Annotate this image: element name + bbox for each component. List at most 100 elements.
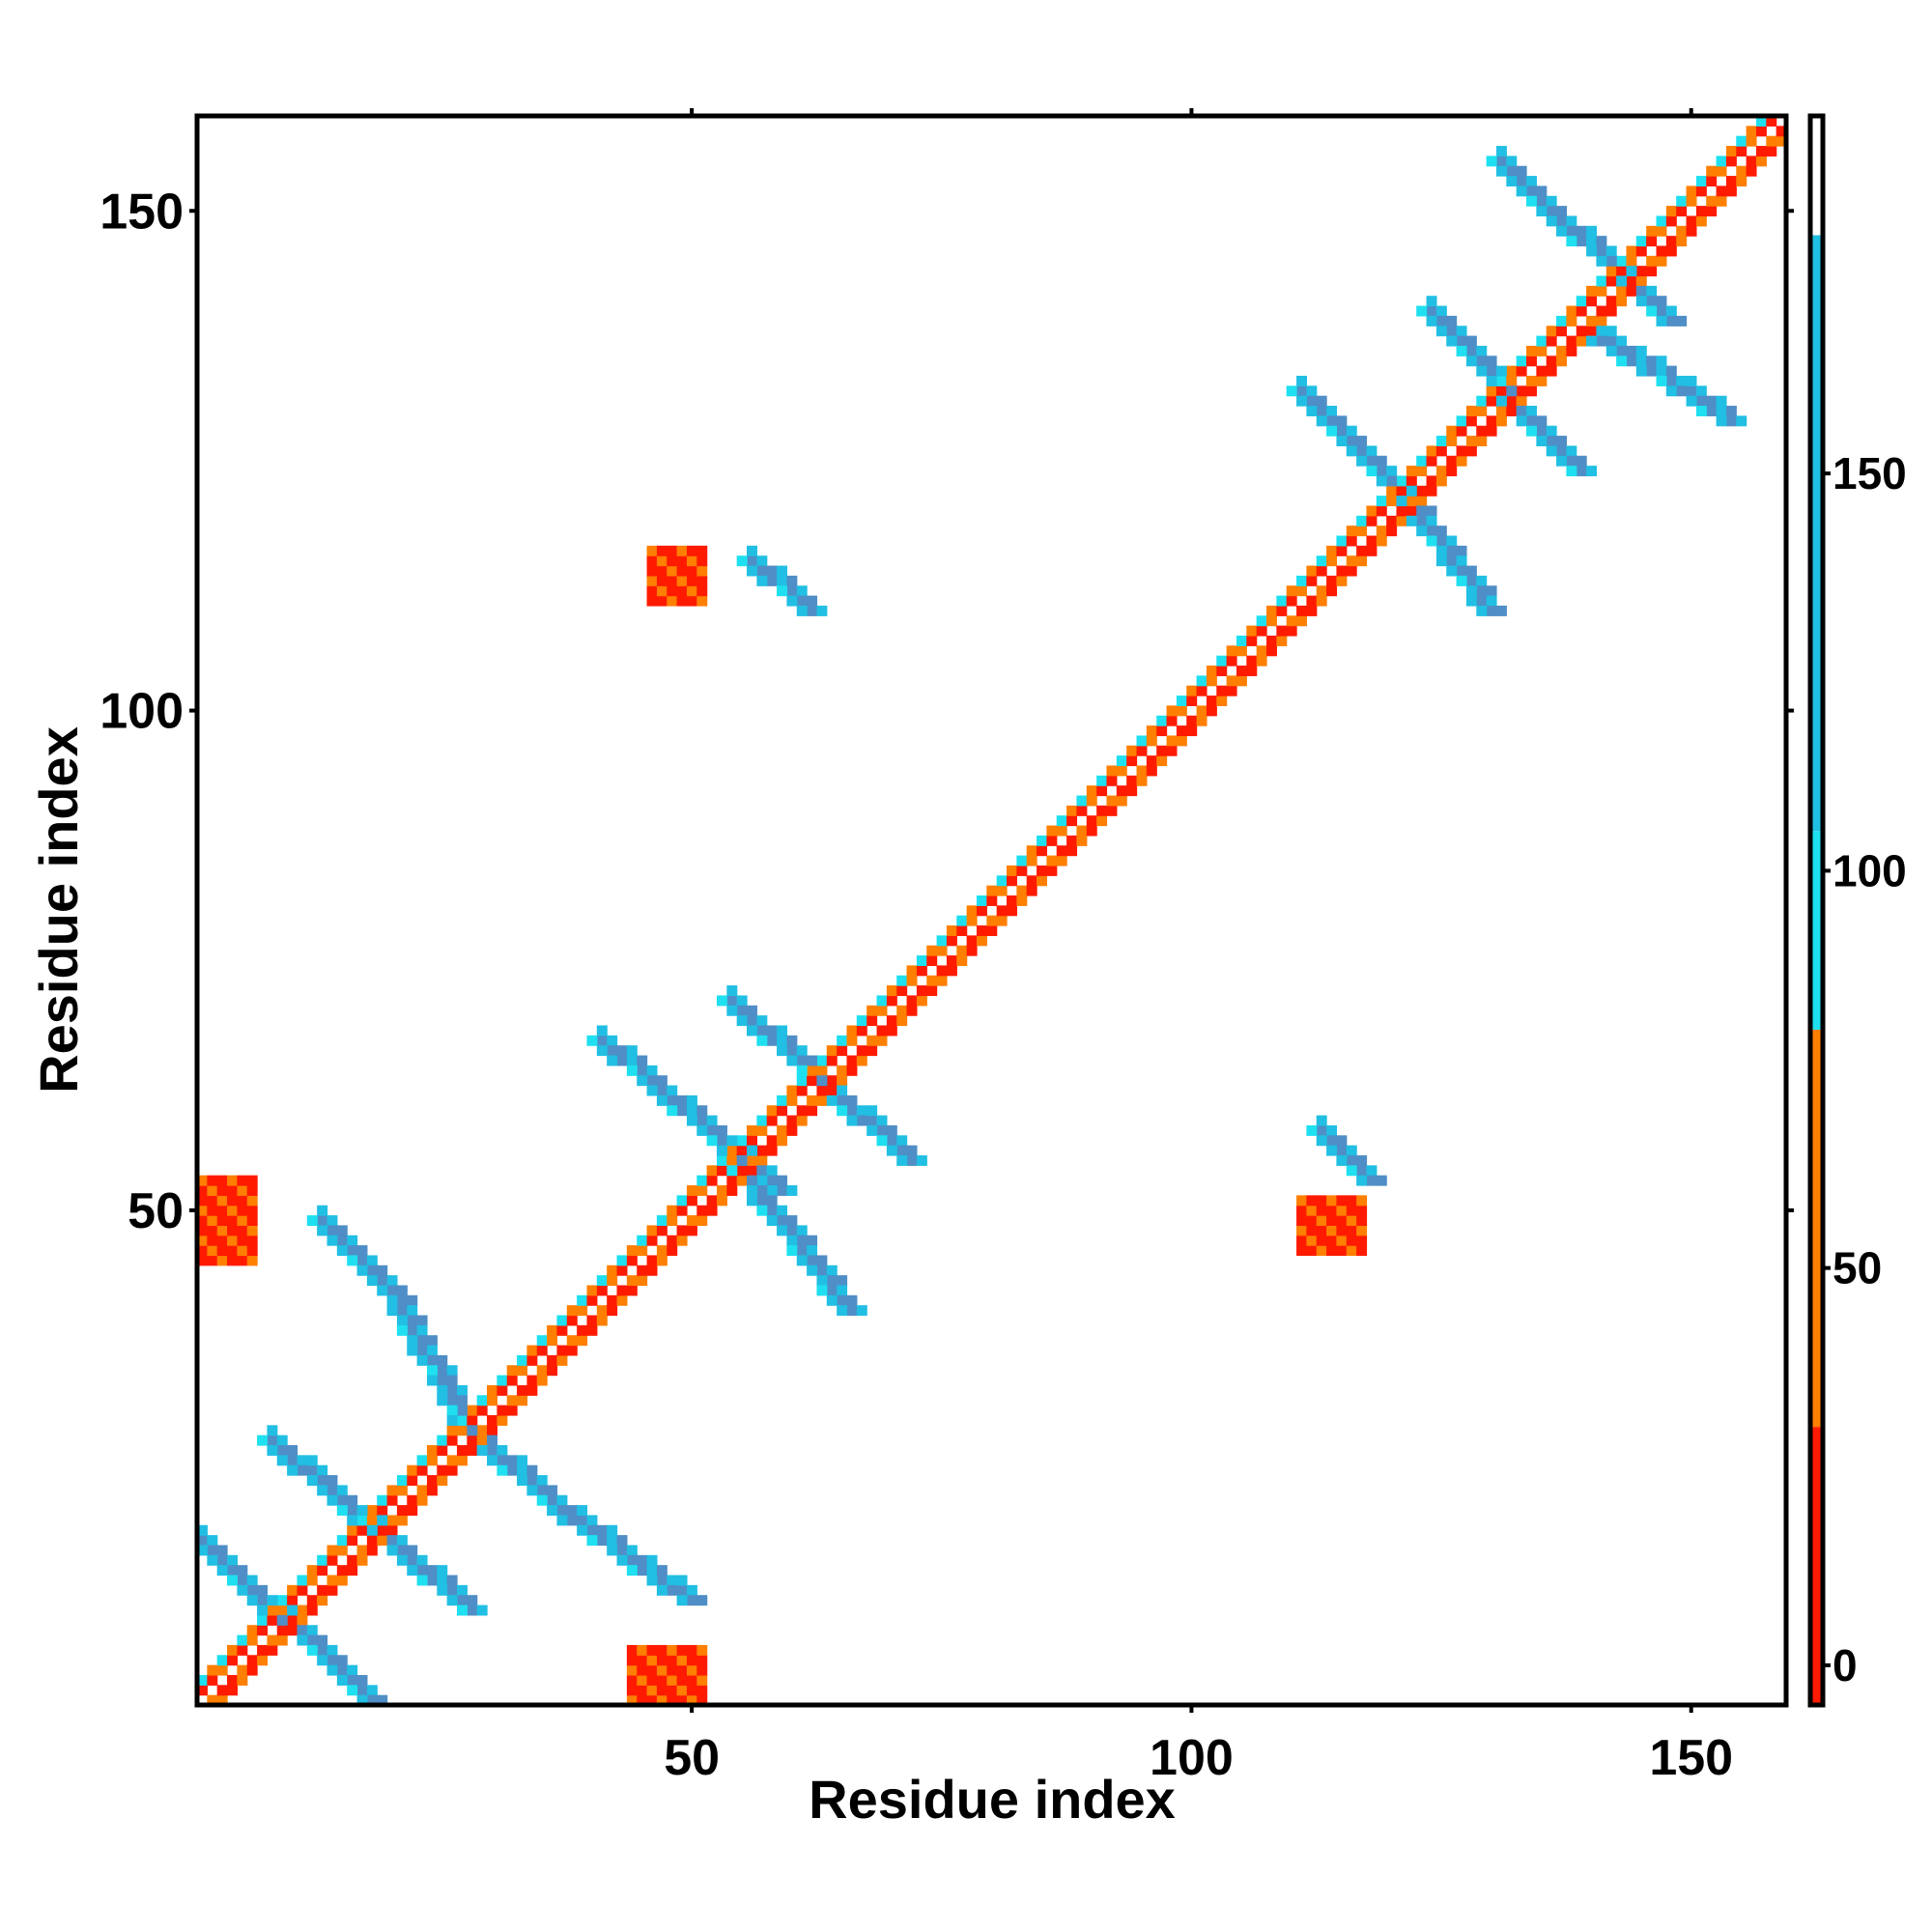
contact-cell xyxy=(1646,266,1658,277)
contact-cell xyxy=(816,1075,828,1087)
contact-cell xyxy=(1456,555,1467,567)
contact-cell xyxy=(287,1605,298,1616)
contact-cell xyxy=(816,1264,828,1276)
contact-cell xyxy=(1366,505,1378,517)
contact-cell xyxy=(766,1175,778,1186)
contact-cell xyxy=(1566,466,1577,477)
contact-cell xyxy=(646,1575,658,1586)
contact-cell xyxy=(1695,206,1707,217)
contact-cell xyxy=(577,1335,588,1347)
contact-cell xyxy=(1376,496,1387,507)
contact-cell xyxy=(1146,755,1157,767)
contact-cell xyxy=(487,1445,497,1456)
contact-cell xyxy=(626,1685,638,1696)
contact-cell xyxy=(676,585,688,597)
contact-cell xyxy=(306,1565,318,1577)
contact-cell xyxy=(607,1524,618,1536)
contact-cell xyxy=(1776,126,1787,137)
contact-cell xyxy=(656,1644,668,1656)
contact-cell xyxy=(1306,395,1318,407)
contact-cell xyxy=(706,1135,718,1147)
contact-cell xyxy=(786,1115,798,1126)
contact-cell xyxy=(297,1455,308,1466)
contact-cell xyxy=(1286,385,1297,397)
contact-cell xyxy=(1526,185,1537,197)
contact-cell xyxy=(1106,795,1118,807)
contact-cell xyxy=(1456,575,1467,586)
contact-cell xyxy=(896,1005,908,1016)
contact-cell xyxy=(667,1664,678,1676)
contact-cell xyxy=(1306,565,1318,577)
contact-cell xyxy=(297,1625,308,1636)
contact-cell xyxy=(766,575,778,586)
contact-cell xyxy=(1736,135,1747,147)
contact-cell xyxy=(1356,545,1368,556)
contact-cell xyxy=(586,1315,598,1326)
contact-cell xyxy=(207,1694,218,1706)
contact-cell xyxy=(777,1135,788,1147)
contact-cell xyxy=(1316,565,1327,577)
contact-cell xyxy=(756,1145,768,1156)
y-tick-label: 100 xyxy=(99,684,184,740)
contact-cell xyxy=(676,1225,688,1236)
contact-cell xyxy=(686,1685,697,1696)
contact-cell xyxy=(726,1005,738,1016)
contact-cell xyxy=(1236,666,1247,676)
contact-cell xyxy=(1296,1235,1307,1246)
contact-cell xyxy=(667,1694,678,1706)
contact-cell xyxy=(1256,645,1267,657)
contact-cell xyxy=(306,1475,318,1486)
contact-cell xyxy=(1605,266,1617,277)
contact-cell xyxy=(356,1245,368,1257)
contact-cell xyxy=(556,1354,568,1366)
contact-cell xyxy=(656,1565,668,1577)
contact-cell xyxy=(216,1685,228,1696)
contact-cell xyxy=(616,1285,628,1296)
contact-cell xyxy=(1566,315,1577,327)
contact-cell xyxy=(1706,406,1718,416)
contact-cell xyxy=(1037,835,1048,846)
contact-cell xyxy=(1336,565,1348,577)
contact-cell xyxy=(306,1575,318,1586)
contact-cell xyxy=(706,1175,718,1186)
contact-cell xyxy=(646,1694,658,1706)
contact-cell xyxy=(416,1315,428,1326)
contact-cell xyxy=(626,1255,638,1266)
contact-cell xyxy=(246,1185,258,1196)
contact-cell xyxy=(547,1494,558,1506)
contact-cell xyxy=(476,1605,488,1616)
contact-cell xyxy=(1725,185,1737,197)
contact-cell xyxy=(1346,1245,1357,1257)
contact-cell xyxy=(227,1195,238,1207)
contact-cell xyxy=(1037,845,1048,857)
contact-cell xyxy=(1736,146,1747,156)
contact-cell xyxy=(686,1664,697,1676)
contact-cell xyxy=(1596,315,1607,327)
contact-cell xyxy=(257,1595,269,1606)
contact-cell xyxy=(616,1045,628,1057)
x-tick-label: 150 xyxy=(1649,1730,1733,1786)
contact-cell xyxy=(1326,1205,1338,1216)
contact-cell xyxy=(1216,655,1228,667)
contact-cell xyxy=(626,1045,638,1057)
contact-cell xyxy=(756,1124,768,1136)
contact-cell xyxy=(237,1674,248,1686)
contact-cell xyxy=(456,1384,468,1396)
contact-cell xyxy=(1476,365,1488,377)
contact-cell xyxy=(216,1205,228,1216)
contact-cell xyxy=(1336,1205,1348,1216)
contact-cell xyxy=(327,1545,338,1556)
contact-cell xyxy=(1435,535,1447,547)
contact-cell xyxy=(586,1535,598,1547)
contact-cell xyxy=(656,545,668,556)
contact-cell xyxy=(756,1025,768,1037)
contact-cell xyxy=(1306,406,1318,416)
contact-cell xyxy=(317,1644,328,1656)
contact-cell xyxy=(956,925,968,936)
contact-cell xyxy=(1316,406,1327,416)
contact-cell xyxy=(1406,466,1417,477)
contact-cell xyxy=(497,1464,508,1476)
contact-cell xyxy=(1096,815,1108,827)
contact-cell xyxy=(1465,585,1477,597)
contact-cell xyxy=(467,1405,478,1416)
